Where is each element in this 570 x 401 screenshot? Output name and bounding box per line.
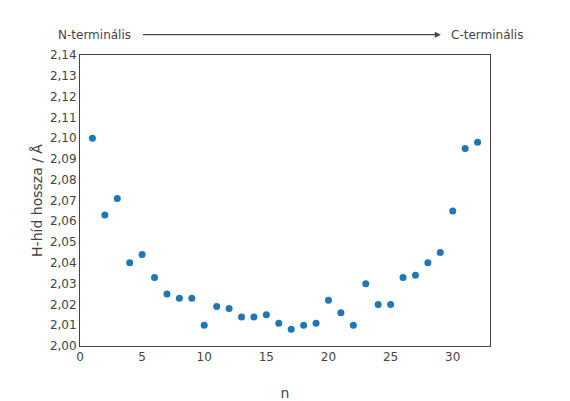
svg-text:20: 20 <box>321 350 336 364</box>
svg-text:2,00: 2,00 <box>50 339 77 353</box>
svg-text:2,06: 2,06 <box>50 214 77 228</box>
svg-text:2,14: 2,14 <box>50 48 77 62</box>
svg-text:0: 0 <box>76 350 84 364</box>
svg-text:2,11: 2,11 <box>50 111 77 125</box>
svg-text:25: 25 <box>383 350 398 364</box>
svg-text:2,07: 2,07 <box>50 194 77 208</box>
svg-text:2,05: 2,05 <box>50 235 77 249</box>
svg-text:2,09: 2,09 <box>50 152 77 166</box>
svg-text:H-híd hossza / Å: H-híd hossza / Å <box>29 144 45 257</box>
svg-text:2,01: 2,01 <box>50 318 77 332</box>
svg-text:N-terminális: N-terminális <box>58 28 131 42</box>
svg-text:2,03: 2,03 <box>50 277 77 291</box>
svg-text:2,02: 2,02 <box>50 298 77 312</box>
svg-text:2,08: 2,08 <box>50 173 77 187</box>
svg-text:2,12: 2,12 <box>50 90 77 104</box>
svg-text:2,13: 2,13 <box>50 69 77 83</box>
svg-text:n: n <box>281 385 290 401</box>
svg-text:5: 5 <box>138 350 146 364</box>
svg-text:30: 30 <box>445 350 460 364</box>
svg-text:10: 10 <box>197 350 212 364</box>
svg-text:2,04: 2,04 <box>50 256 77 270</box>
svg-text:2,10: 2,10 <box>50 131 77 145</box>
svg-text:C-terminális: C-terminális <box>451 28 523 42</box>
svg-text:15: 15 <box>259 350 274 364</box>
